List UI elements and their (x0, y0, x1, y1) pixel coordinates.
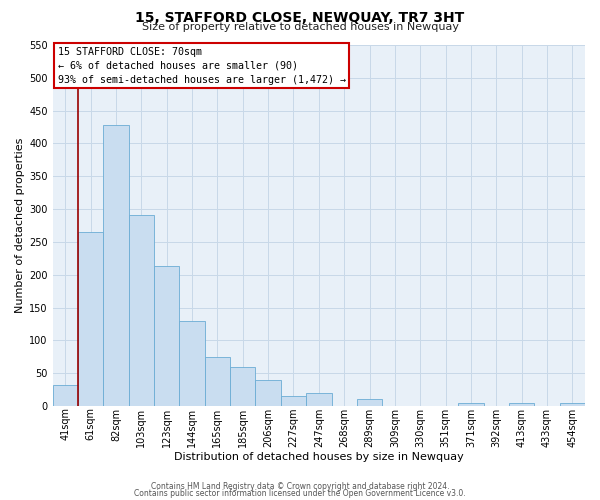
Bar (103, 125, 129, 406)
Bar (230, 368, 256, 406)
Bar (129, 215, 154, 406)
Bar (306, 393, 332, 406)
Text: Size of property relative to detached houses in Newquay: Size of property relative to detached ho… (142, 22, 458, 32)
Text: Contains HM Land Registry data © Crown copyright and database right 2024.: Contains HM Land Registry data © Crown c… (151, 482, 449, 491)
Bar (357, 400, 382, 406)
X-axis label: Distribution of detached houses by size in Newquay: Distribution of detached houses by size … (174, 452, 464, 462)
Bar (281, 396, 306, 406)
Text: 15 STAFFORD CLOSE: 70sqm
← 6% of detached houses are smaller (90)
93% of semi-de: 15 STAFFORD CLOSE: 70sqm ← 6% of detache… (58, 47, 346, 85)
Bar (205, 357, 230, 406)
Text: Contains public sector information licensed under the Open Government Licence v3: Contains public sector information licen… (134, 488, 466, 498)
Bar (256, 380, 281, 406)
Bar (154, 266, 179, 406)
Text: 15, STAFFORD CLOSE, NEWQUAY, TR7 3HT: 15, STAFFORD CLOSE, NEWQUAY, TR7 3HT (136, 11, 464, 25)
Bar (509, 403, 535, 406)
Bar (560, 403, 585, 406)
Bar (179, 322, 205, 406)
Bar (78, 232, 103, 406)
Bar (458, 403, 484, 406)
Bar (53, 385, 78, 406)
Y-axis label: Number of detached properties: Number of detached properties (15, 138, 25, 313)
